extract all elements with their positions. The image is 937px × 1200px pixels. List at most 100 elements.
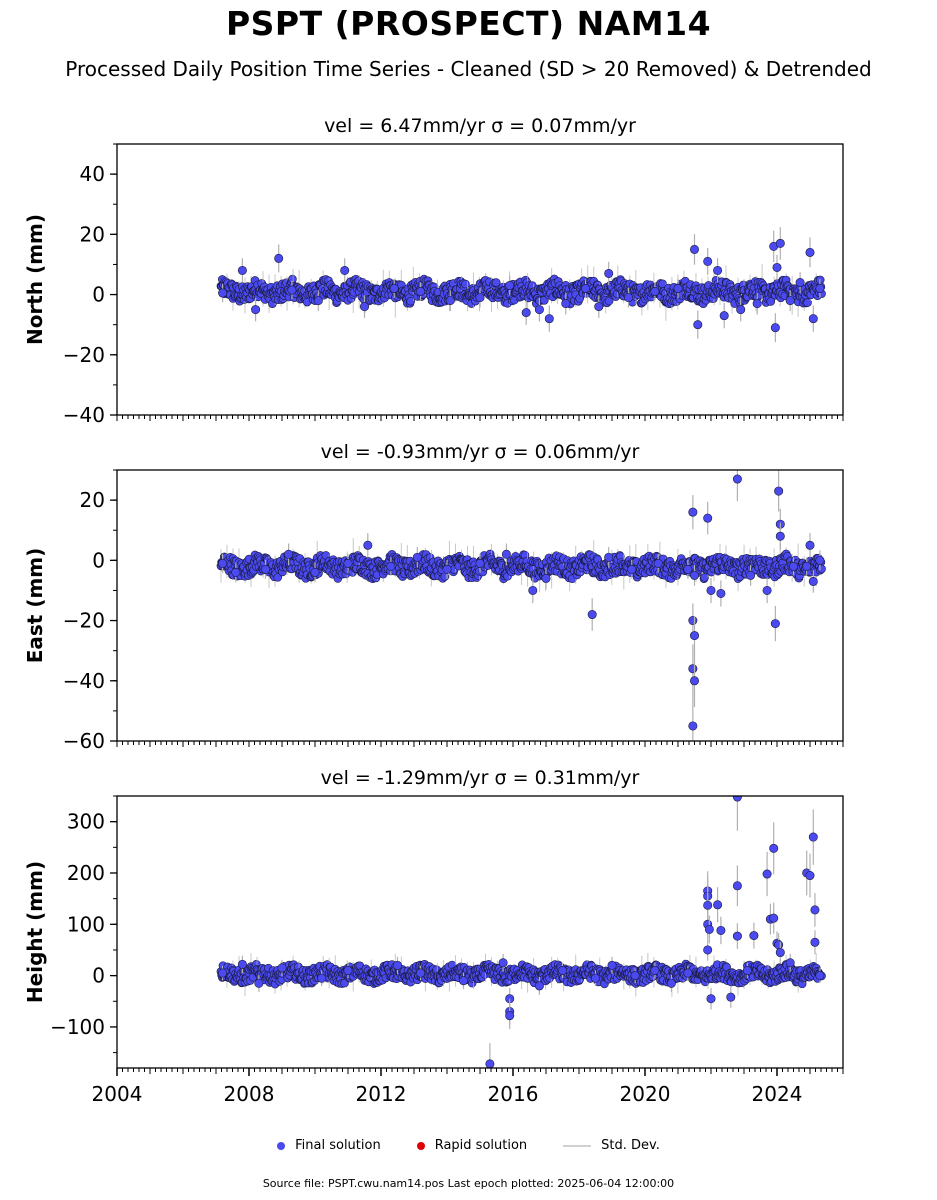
data-point: [726, 992, 736, 1002]
y-axis-label: East (mm): [23, 548, 47, 664]
panel-2: vel = -0.93mm/yr σ = 0.06mm/yr East (mm)−…: [23, 441, 844, 753]
data-point: [704, 924, 714, 934]
data-point: [693, 320, 703, 330]
data-point: [810, 905, 820, 915]
data-point: [475, 558, 485, 568]
panel-title: vel = -0.93mm/yr σ = 0.06mm/yr: [321, 441, 640, 463]
data-point: [703, 513, 713, 523]
data-point: [412, 552, 422, 562]
data-point: [273, 573, 283, 582]
y-tick-label: −40: [63, 669, 105, 693]
data-point: [475, 293, 485, 303]
data-point: [534, 305, 544, 315]
data-point: [218, 558, 228, 568]
x-tick-label: 2020: [620, 1082, 671, 1106]
data-point: [732, 796, 742, 802]
plot-area: [216, 470, 826, 741]
data-point: [310, 567, 320, 577]
data-point: [716, 925, 726, 935]
data-point: [461, 279, 470, 289]
data-point: [805, 247, 815, 257]
data-point: [237, 265, 247, 275]
data-point: [808, 314, 818, 324]
data-point: [251, 305, 261, 315]
data-point: [392, 960, 402, 970]
data-point: [650, 287, 660, 297]
data-point: [544, 314, 554, 324]
data-point: [703, 900, 713, 910]
data-point: [386, 561, 396, 571]
data-point: [749, 931, 759, 941]
data-point: [274, 253, 284, 263]
legend-rapid-label: Rapid solution: [434, 1138, 528, 1153]
data-point: [732, 474, 742, 484]
y-tick-label: 20: [80, 488, 105, 512]
panel-title: vel = 6.47mm/yr σ = 0.07mm/yr: [324, 115, 636, 137]
data-point: [769, 913, 779, 923]
data-point: [623, 293, 633, 303]
std-dev-line-icon: [563, 1144, 592, 1147]
y-tick-label: 20: [80, 222, 105, 246]
data-point: [769, 843, 779, 853]
data-point: [732, 931, 742, 941]
data-point: [416, 287, 426, 297]
data-point: [803, 298, 812, 307]
data-point: [505, 281, 515, 291]
panel-title: vel = -1.29mm/yr σ = 0.31mm/yr: [321, 767, 640, 789]
data-point: [561, 299, 571, 309]
data-point: [277, 963, 287, 973]
data-point: [630, 971, 640, 981]
data-point: [650, 965, 660, 975]
y-tick-label: 100: [67, 912, 105, 936]
data-point: [805, 540, 815, 550]
data-point: [607, 960, 617, 970]
plot-area: [216, 227, 826, 343]
data-point: [775, 238, 785, 248]
data-point: [237, 959, 247, 969]
data-point: [706, 994, 716, 1004]
rapid-solution-marker-icon: [416, 1141, 425, 1150]
data-point: [673, 284, 683, 294]
chart-title: PSPT (PROSPECT) NAM14: [225, 4, 712, 43]
data-point: [762, 585, 772, 595]
data-point: [762, 869, 772, 879]
data-point: [805, 871, 815, 881]
x-tick-label: 2004: [92, 1082, 143, 1106]
data-point: [485, 1059, 495, 1068]
x-tick-label: 2024: [752, 1082, 803, 1106]
data-point: [732, 881, 742, 891]
panel-3: vel = -1.29mm/yr σ = 0.31mm/yr Height (mm…: [23, 767, 844, 1106]
data-point: [770, 323, 780, 333]
data-point: [772, 262, 782, 272]
y-tick-label: 0: [92, 283, 105, 307]
axes-frame: [116, 469, 844, 742]
data-point: [363, 540, 373, 550]
source-note: Source file: PSPT.cwu.nam14.pos Last epo…: [262, 1177, 675, 1190]
y-tick-label: −20: [63, 343, 105, 367]
data-point: [218, 288, 228, 298]
data-point: [284, 549, 294, 559]
y-tick-label: 0: [92, 548, 105, 572]
data-point: [416, 968, 426, 978]
data-point: [688, 616, 698, 626]
y-tick-label: −100: [50, 1015, 105, 1039]
data-point: [770, 619, 780, 629]
legend-final-label: Final solution: [295, 1138, 381, 1153]
legend-final: Final solution: [277, 1138, 381, 1153]
chart-subtitle: Processed Daily Position Time Series - C…: [65, 57, 872, 81]
legend: Final solution Rapid solution Std. Dev.: [0, 1138, 937, 1153]
y-axis-label: Height (mm): [23, 861, 47, 1003]
data-point: [231, 567, 241, 577]
data-point: [746, 570, 756, 580]
data-point: [713, 900, 723, 910]
data-point: [604, 268, 614, 278]
data-point: [802, 561, 812, 571]
data-point: [788, 561, 798, 571]
data-point: [313, 296, 323, 306]
data-point: [445, 296, 455, 306]
data-point: [521, 308, 531, 318]
data-point: [359, 302, 369, 312]
data-point: [587, 610, 597, 620]
data-point: [505, 1011, 515, 1021]
